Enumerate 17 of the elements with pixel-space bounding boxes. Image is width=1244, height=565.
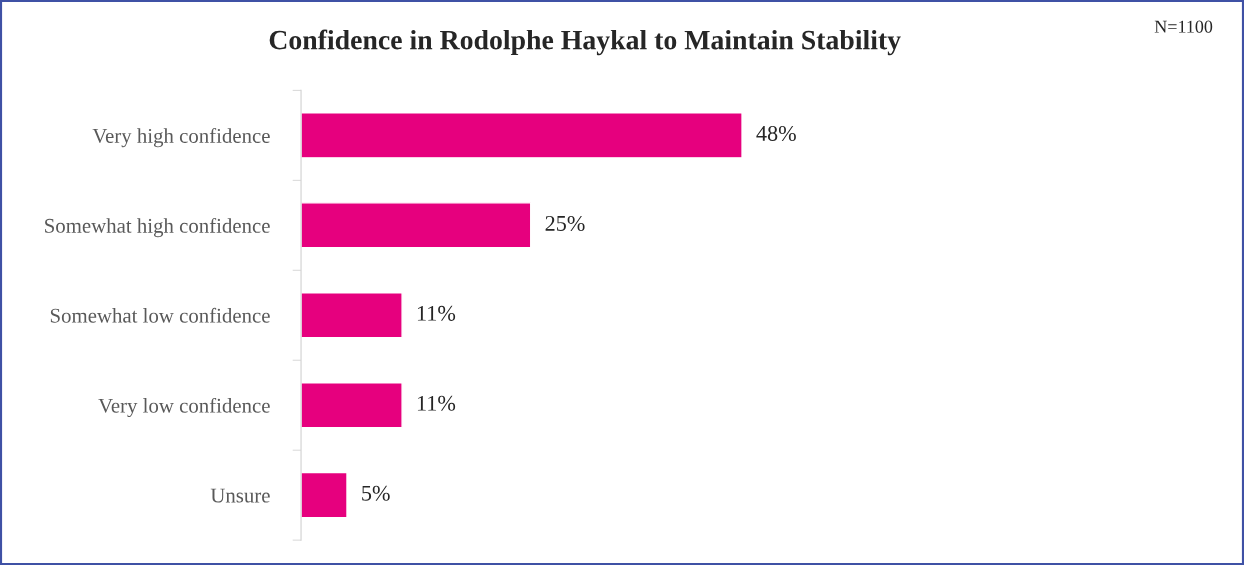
text: N=1100 xyxy=(1154,20,1213,33)
bar xyxy=(301,292,403,339)
data-label: 11% xyxy=(417,395,456,411)
data-label: 11% xyxy=(417,305,456,321)
y-tick-label: Somewhat high confidence xyxy=(45,217,270,238)
y-tick-label: Unsure xyxy=(210,488,270,503)
bar xyxy=(301,202,532,249)
chart-title: Confidence in Rodolphe Haykal to Maintain Stability xyxy=(269,29,901,56)
data-label: 48% xyxy=(756,125,796,142)
bar xyxy=(301,112,743,159)
bar xyxy=(301,471,348,519)
y-tick-label: Very high confidence xyxy=(92,128,270,148)
bar xyxy=(301,382,403,429)
y-tick-label: Very low confidence xyxy=(98,397,270,418)
data-label: 5% xyxy=(362,485,390,501)
data-label: 25% xyxy=(545,215,585,231)
y-tick-label: Somewhat low confidence xyxy=(50,307,270,323)
